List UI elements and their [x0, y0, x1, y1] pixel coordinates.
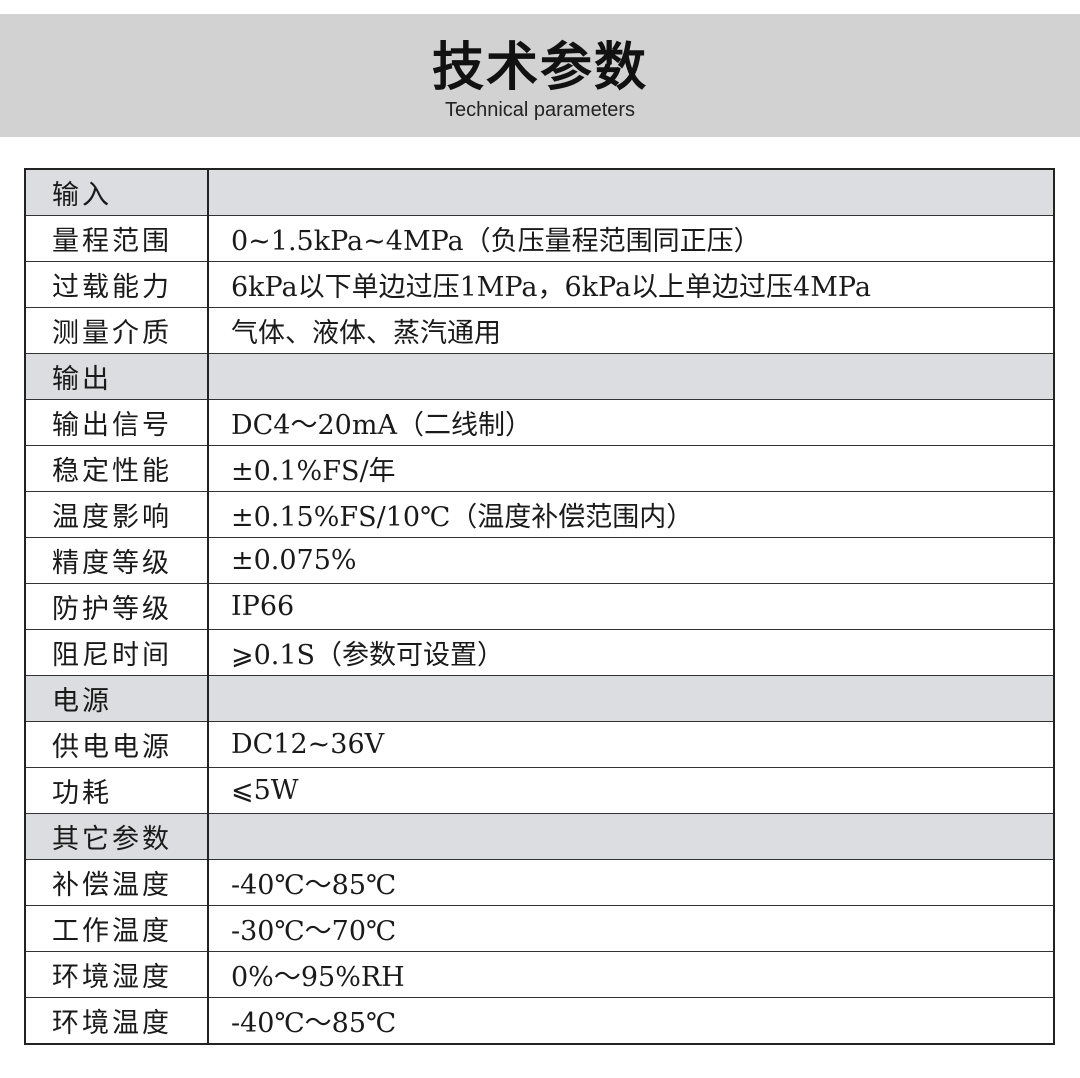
- row-value: [208, 813, 1054, 860]
- spec-table: 输入 量程范围 0~1.5kPa~4MPa（负压量程范围同正压） 过载能力 6kPa以下…: [24, 168, 1055, 1045]
- table-row: 测量介质 气体、液体、蒸汽通用: [25, 307, 1054, 354]
- row-label: 环境湿度: [25, 951, 209, 998]
- row-value: [208, 353, 1054, 400]
- table-row: 环境温度 -40℃～85℃: [25, 997, 1054, 1044]
- table-row: 补偿温度 -40℃～85℃: [25, 859, 1054, 906]
- row-label: 防护等级: [25, 583, 209, 630]
- row-value: ±0.075%: [208, 537, 1054, 584]
- page-subtitle: Technical parameters: [444, 99, 636, 121]
- row-value: -30℃～70℃: [208, 905, 1054, 952]
- row-label: 其它参数: [25, 813, 209, 860]
- row-label: 电源: [25, 675, 209, 722]
- row-value: 6kPa以下单边过压1MPa，6kPa以上单边过压4MPa: [208, 261, 1054, 308]
- row-label: 功耗: [25, 767, 209, 814]
- row-label: 工作温度: [25, 905, 209, 952]
- row-label: 输出信号: [25, 399, 209, 446]
- section-row: 输入: [25, 168, 1054, 216]
- row-value: -40℃～85℃: [208, 997, 1054, 1044]
- row-label: 测量介质: [25, 307, 209, 354]
- page-title: 技术参数: [431, 38, 648, 98]
- row-value: ⩾0.1S（参数可设置）: [208, 629, 1054, 676]
- table-row: 温度影响 ±0.15%FS/10℃（温度补偿范围内）: [25, 491, 1054, 538]
- section-row: 输出: [25, 353, 1054, 400]
- table-row: 过载能力 6kPa以下单边过压1MPa，6kPa以上单边过压4MPa: [25, 261, 1054, 308]
- section-row: 其它参数: [25, 813, 1054, 860]
- row-value: ±0.1%FS/年: [208, 445, 1054, 492]
- table-row: 防护等级 IP66: [25, 583, 1054, 630]
- table-row: 量程范围 0~1.5kPa~4MPa（负压量程范围同正压）: [25, 215, 1054, 262]
- row-label: 输入: [25, 168, 209, 216]
- row-value: ⩽5W: [208, 767, 1054, 814]
- row-value: 0%～95%RH: [208, 951, 1054, 998]
- row-label: 输出: [25, 353, 209, 400]
- row-value: 气体、液体、蒸汽通用: [208, 307, 1054, 354]
- row-value: ±0.15%FS/10℃（温度补偿范围内）: [208, 491, 1054, 538]
- row-label: 精度等级: [25, 537, 209, 584]
- table-row: 阻尼时间 ⩾0.1S（参数可设置）: [25, 629, 1054, 676]
- table-row: 环境湿度 0%～95%RH: [25, 951, 1054, 998]
- row-value: DC12~36V: [208, 721, 1054, 768]
- row-label: 阻尼时间: [25, 629, 209, 676]
- section-row: 电源: [25, 675, 1054, 722]
- row-label: 量程范围: [25, 215, 209, 262]
- row-value: -40℃～85℃: [208, 859, 1054, 906]
- table-row: 供电电源 DC12~36V: [25, 721, 1054, 768]
- row-label: 环境温度: [25, 997, 209, 1044]
- row-label: 补偿温度: [25, 859, 209, 906]
- table-row: 输出信号 DC4～20mA（二线制）: [25, 399, 1054, 446]
- row-value: 0~1.5kPa~4MPa（负压量程范围同正压）: [208, 215, 1054, 262]
- row-value: IP66: [208, 583, 1054, 630]
- row-value: DC4～20mA（二线制）: [208, 399, 1054, 446]
- header-banner: 技术参数 Technical parameters: [0, 14, 1080, 137]
- row-label: 稳定性能: [25, 445, 209, 492]
- table-row: 功耗 ⩽5W: [25, 767, 1054, 814]
- table-row: 精度等级 ±0.075%: [25, 537, 1054, 584]
- row-value: [208, 168, 1054, 216]
- row-label: 供电电源: [25, 721, 209, 768]
- table-row: 工作温度 -30℃～70℃: [25, 905, 1054, 952]
- table-row: 稳定性能 ±0.1%FS/年: [25, 445, 1054, 492]
- row-value: [208, 675, 1054, 722]
- row-label: 过载能力: [25, 261, 209, 308]
- row-label: 温度影响: [25, 491, 209, 538]
